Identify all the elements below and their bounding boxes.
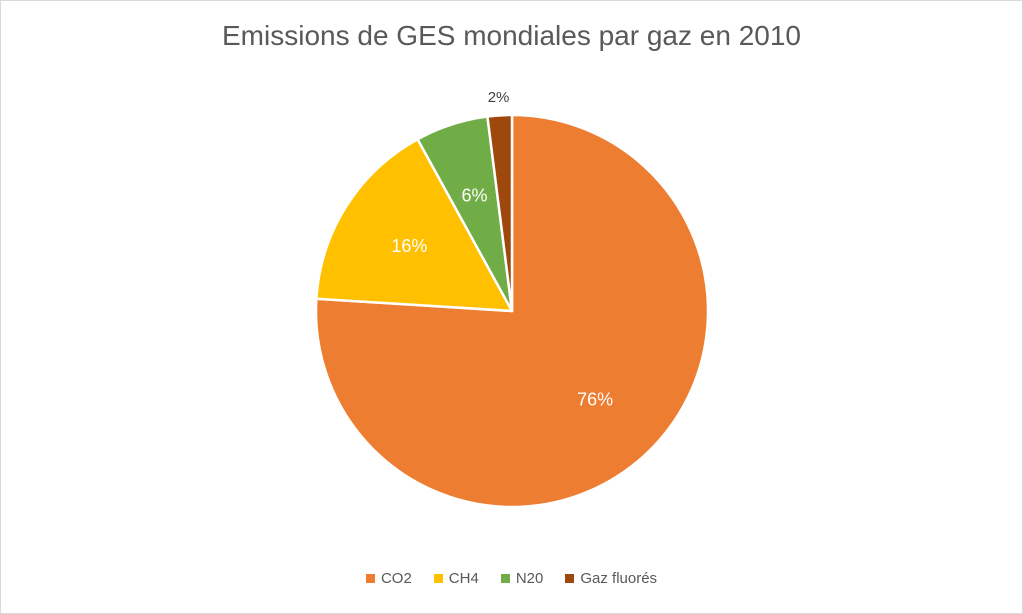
legend-swatch-ch4 bbox=[433, 574, 443, 583]
data-label-n20: 6% bbox=[461, 185, 487, 205]
legend-swatch-n20 bbox=[500, 574, 510, 583]
data-label-ch4: 16% bbox=[391, 236, 427, 256]
legend: CO2 CH4 N20 Gaz fluorés bbox=[0, 570, 1023, 587]
legend-swatch-co2 bbox=[365, 574, 375, 583]
legend-item-co2: CO2 bbox=[365, 570, 412, 587]
legend-label-co2: CO2 bbox=[380, 570, 412, 587]
pie-slice-ch4 bbox=[315, 137, 514, 313]
legend-label-gaz-fluores: Gaz fluorés bbox=[580, 570, 658, 587]
legend-item-n20: N20 bbox=[500, 570, 544, 587]
legend-label-n20: N20 bbox=[515, 570, 544, 587]
chart-title: Emissions de GES mondiales par gaz en 20… bbox=[222, 20, 801, 51]
legend-item-gaz-fluores: Gaz fluorés bbox=[565, 570, 657, 587]
legend-label-ch4: CH4 bbox=[448, 570, 479, 587]
pie-slice-co2 bbox=[314, 113, 710, 509]
legend-swatch-gaz-fluores bbox=[565, 574, 575, 583]
legend-item-ch4: CH4 bbox=[433, 570, 479, 587]
pie-slice-gaz-fluores bbox=[486, 113, 514, 313]
data-label-co2: 76% bbox=[577, 390, 613, 410]
data-label-gaz-fluores: 2% bbox=[488, 89, 510, 106]
